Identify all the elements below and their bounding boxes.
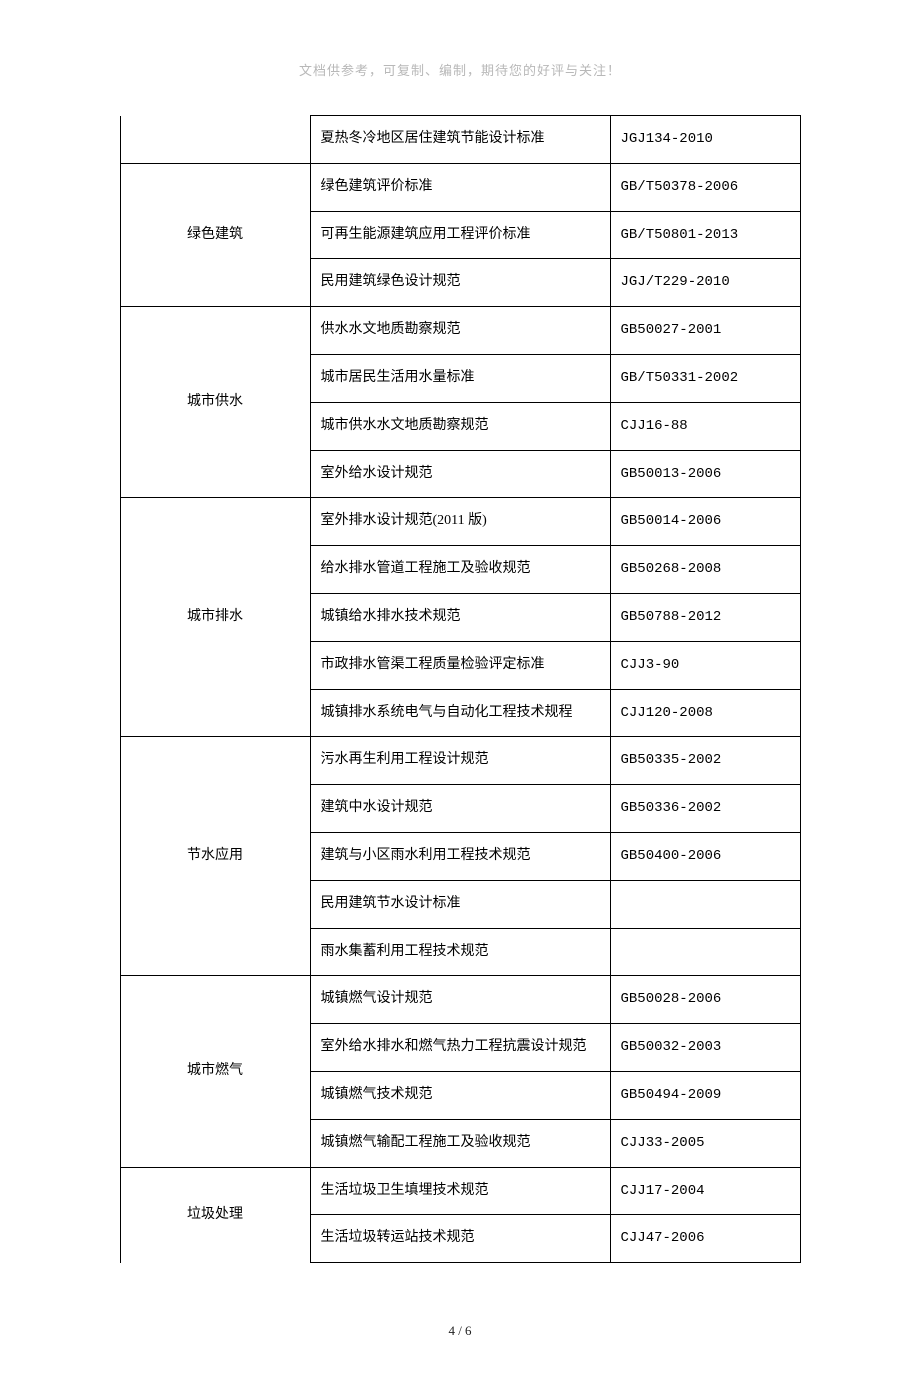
title-cell: 城市供水水文地质勘察规范 bbox=[310, 402, 610, 450]
header-note: 文档供参考，可复制、编制，期待您的好评与关注！ bbox=[0, 60, 920, 79]
category-cell: 垃圾处理 bbox=[120, 1167, 310, 1263]
title-cell: 城镇燃气技术规范 bbox=[310, 1071, 610, 1119]
table-row: 绿色建筑绿色建筑评价标准GB/T50378-2006 bbox=[120, 163, 800, 211]
code-cell: GB50028-2006 bbox=[610, 976, 800, 1024]
title-cell: 城镇燃气设计规范 bbox=[310, 976, 610, 1024]
title-cell: 城镇给水排水技术规范 bbox=[310, 593, 610, 641]
title-cell: 室外排水设计规范(2011 版) bbox=[310, 498, 610, 546]
title-cell: 建筑与小区雨水利用工程技术规范 bbox=[310, 832, 610, 880]
table-row: 夏热冬冷地区居住建筑节能设计标准JGJ134-2010 bbox=[120, 116, 800, 164]
code-cell: CJJ120-2008 bbox=[610, 689, 800, 737]
title-cell: 建筑中水设计规范 bbox=[310, 785, 610, 833]
table-row: 城市排水室外排水设计规范(2011 版)GB50014-2006 bbox=[120, 498, 800, 546]
category-cell: 节水应用 bbox=[120, 737, 310, 976]
code-cell: CJJ16-88 bbox=[610, 402, 800, 450]
code-cell: GB50335-2002 bbox=[610, 737, 800, 785]
title-cell: 绿色建筑评价标准 bbox=[310, 163, 610, 211]
table-row: 垃圾处理生活垃圾卫生填埋技术规范CJJ17-2004 bbox=[120, 1167, 800, 1215]
category-cell: 城市供水 bbox=[120, 307, 310, 498]
code-cell: GB/T50378-2006 bbox=[610, 163, 800, 211]
title-cell: 市政排水管渠工程质量检验评定标准 bbox=[310, 641, 610, 689]
title-cell: 可再生能源建筑应用工程评价标准 bbox=[310, 211, 610, 259]
table-row: 节水应用污水再生利用工程设计规范GB50335-2002 bbox=[120, 737, 800, 785]
title-cell: 民用建筑绿色设计规范 bbox=[310, 259, 610, 307]
code-cell: GB50032-2003 bbox=[610, 1024, 800, 1072]
title-cell: 生活垃圾卫生填埋技术规范 bbox=[310, 1167, 610, 1215]
category-cell: 绿色建筑 bbox=[120, 163, 310, 306]
code-cell: JGJ134-2010 bbox=[610, 116, 800, 164]
title-cell: 城镇排水系统电气与自动化工程技术规程 bbox=[310, 689, 610, 737]
code-cell: GB50336-2002 bbox=[610, 785, 800, 833]
title-cell: 室外给水排水和燃气热力工程抗震设计规范 bbox=[310, 1024, 610, 1072]
code-cell: CJJ33-2005 bbox=[610, 1119, 800, 1167]
standards-table-body: 夏热冬冷地区居住建筑节能设计标准JGJ134-2010绿色建筑绿色建筑评价标准G… bbox=[120, 116, 800, 1263]
title-cell: 城市居民生活用水量标准 bbox=[310, 354, 610, 402]
code-cell: GB/T50331-2002 bbox=[610, 354, 800, 402]
title-cell: 夏热冬冷地区居住建筑节能设计标准 bbox=[310, 116, 610, 164]
code-cell: GB50027-2001 bbox=[610, 307, 800, 355]
code-cell: GB50268-2008 bbox=[610, 546, 800, 594]
code-cell: JGJ/T229-2010 bbox=[610, 259, 800, 307]
category-cell bbox=[120, 116, 310, 164]
title-cell: 给水排水管道工程施工及验收规范 bbox=[310, 546, 610, 594]
category-cell: 城市燃气 bbox=[120, 976, 310, 1167]
code-cell bbox=[610, 928, 800, 976]
code-cell: GB50788-2012 bbox=[610, 593, 800, 641]
code-cell: CJJ47-2006 bbox=[610, 1215, 800, 1263]
table-row: 城市供水供水水文地质勘察规范GB50027-2001 bbox=[120, 307, 800, 355]
standards-table: 夏热冬冷地区居住建筑节能设计标准JGJ134-2010绿色建筑绿色建筑评价标准G… bbox=[120, 115, 801, 1263]
code-cell: GB50400-2006 bbox=[610, 832, 800, 880]
table-row: 城市燃气城镇燃气设计规范GB50028-2006 bbox=[120, 976, 800, 1024]
title-cell: 污水再生利用工程设计规范 bbox=[310, 737, 610, 785]
title-cell: 室外给水设计规范 bbox=[310, 450, 610, 498]
title-cell: 供水水文地质勘察规范 bbox=[310, 307, 610, 355]
title-cell: 生活垃圾转运站技术规范 bbox=[310, 1215, 610, 1263]
code-cell: GB50494-2009 bbox=[610, 1071, 800, 1119]
code-cell: GB/T50801-2013 bbox=[610, 211, 800, 259]
title-cell: 民用建筑节水设计标准 bbox=[310, 880, 610, 928]
title-cell: 城镇燃气输配工程施工及验收规范 bbox=[310, 1119, 610, 1167]
code-cell: GB50014-2006 bbox=[610, 498, 800, 546]
code-cell bbox=[610, 880, 800, 928]
title-cell: 雨水集蓄利用工程技术规范 bbox=[310, 928, 610, 976]
code-cell: CJJ17-2004 bbox=[610, 1167, 800, 1215]
category-cell: 城市排水 bbox=[120, 498, 310, 737]
code-cell: CJJ3-90 bbox=[610, 641, 800, 689]
page-footer: 4 / 6 bbox=[0, 1323, 920, 1339]
code-cell: GB50013-2006 bbox=[610, 450, 800, 498]
